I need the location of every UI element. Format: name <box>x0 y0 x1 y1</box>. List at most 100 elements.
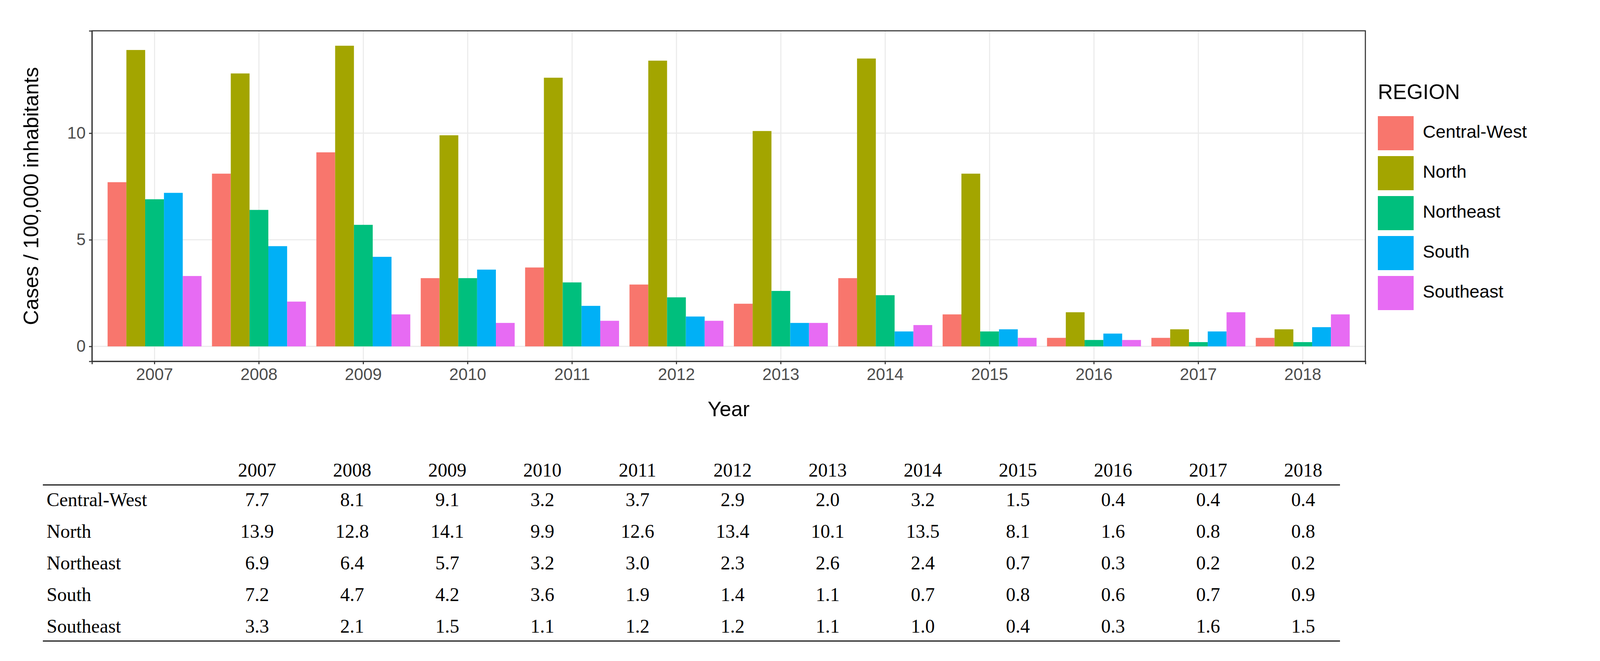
x-tick-mark <box>780 361 782 365</box>
legend-label: North <box>1422 161 1467 182</box>
bar <box>1065 312 1085 347</box>
table-row-label: Northeast <box>46 552 122 574</box>
legend-key <box>1377 235 1414 270</box>
x-tick-label: 2009 <box>344 364 382 384</box>
table-cell: 3.7 <box>625 488 650 511</box>
table-row-label: South <box>46 583 92 605</box>
legend-key <box>1377 156 1414 191</box>
table-rule <box>42 484 1340 486</box>
legend-key <box>1377 195 1414 231</box>
bar <box>163 192 183 347</box>
bar <box>1274 329 1294 347</box>
bar <box>249 209 269 347</box>
bar <box>686 316 705 347</box>
series-bars <box>163 192 1331 347</box>
table-cell: 0.3 <box>1101 615 1126 637</box>
y-tick-label: 10 <box>67 123 87 142</box>
series-bars <box>182 275 1350 347</box>
bar <box>1103 333 1122 347</box>
table-cell: 2.6 <box>815 552 840 574</box>
x-tick: 2011 <box>554 361 590 384</box>
table-cell: 1.1 <box>815 583 840 605</box>
table-header: 2018 <box>1284 459 1323 481</box>
table-cell: 4.2 <box>435 583 460 605</box>
table-cell: 12.8 <box>335 520 370 542</box>
legend-label: South <box>1422 241 1470 262</box>
bar <box>543 77 563 347</box>
bar <box>477 269 496 347</box>
bar <box>1017 337 1037 347</box>
table-cell: 1.5 <box>1291 615 1316 637</box>
y-tick: 0 <box>76 336 92 355</box>
bar <box>372 256 392 347</box>
bar <box>961 173 981 347</box>
y-tick-mark <box>89 345 92 347</box>
table-row-label: Southeast <box>46 615 122 637</box>
table-cell: 3.2 <box>530 488 555 511</box>
x-tick-label: 2010 <box>449 364 487 384</box>
table-cell: 9.9 <box>530 520 555 542</box>
table-cell: 0.2 <box>1196 552 1221 574</box>
x-tick-mark <box>571 361 573 365</box>
bar <box>771 290 791 347</box>
table-cell: 3.2 <box>530 552 555 574</box>
legend-key <box>1377 116 1414 151</box>
data-table: 2007200820092010201120122013201420152016… <box>42 459 1340 641</box>
table-cell: 5.7 <box>435 552 460 574</box>
bar <box>525 267 544 347</box>
x-axis: 2007200820092010201120122013201420152016… <box>92 361 1366 384</box>
bar <box>1226 312 1246 347</box>
bar <box>126 49 146 347</box>
bar <box>212 173 231 347</box>
bar <box>581 305 601 347</box>
chart: 0510200720082009201020112012201320142015… <box>0 0 1600 661</box>
bar <box>107 182 127 347</box>
table-header: 2009 <box>428 459 467 481</box>
table-cell: 1.2 <box>720 615 745 637</box>
bar <box>495 322 515 347</box>
bars <box>107 45 1350 347</box>
bar <box>458 277 478 347</box>
y-axis: 0510 <box>67 31 93 362</box>
table-cell: 3.0 <box>625 552 650 574</box>
table-cell: 1.6 <box>1196 615 1221 637</box>
x-grid-line <box>1302 30 1304 362</box>
table-header: 2016 <box>1093 459 1132 481</box>
table-cell: 2.3 <box>720 552 745 574</box>
table-cell: 3.3 <box>245 615 270 637</box>
table-header: 2007 <box>237 459 277 481</box>
table-header: 2008 <box>333 459 372 481</box>
table-cell: 1.2 <box>625 615 650 637</box>
table-cell: 1.4 <box>720 583 745 605</box>
bar <box>942 314 962 347</box>
x-tick-label: 2016 <box>1075 364 1113 384</box>
x-tick-label: 2011 <box>554 364 590 384</box>
x-tick: 2008 <box>240 361 278 384</box>
legend-label: Northeast <box>1422 201 1501 222</box>
bar <box>838 277 857 347</box>
y-grid-line <box>91 132 1366 134</box>
table-cell: 0.4 <box>1101 488 1126 511</box>
bar <box>439 135 459 347</box>
table-cell: 0.7 <box>1196 583 1221 605</box>
x-tick-mark <box>1093 361 1095 365</box>
table-header: 2010 <box>523 459 562 481</box>
bar <box>1330 314 1350 347</box>
table-cell: 14.1 <box>430 520 465 542</box>
table-cell: 2.9 <box>720 488 745 511</box>
legend-key <box>1377 275 1414 310</box>
bar <box>790 322 810 347</box>
table-cell: 7.7 <box>245 488 270 511</box>
table-cell: 10.1 <box>810 520 845 542</box>
table-cell: 0.4 <box>1291 488 1316 511</box>
y-tick-mark <box>89 239 92 241</box>
bar <box>420 277 440 347</box>
legend-title: REGION <box>1377 80 1460 104</box>
table-cell: 0.6 <box>1101 583 1126 605</box>
series-bars <box>126 45 1294 347</box>
bar <box>391 314 411 347</box>
table-cell: 0.8 <box>1196 520 1221 542</box>
table-header: 2011 <box>618 459 657 481</box>
x-tick: 2007 <box>136 361 174 384</box>
table-cell: 1.5 <box>435 615 460 637</box>
